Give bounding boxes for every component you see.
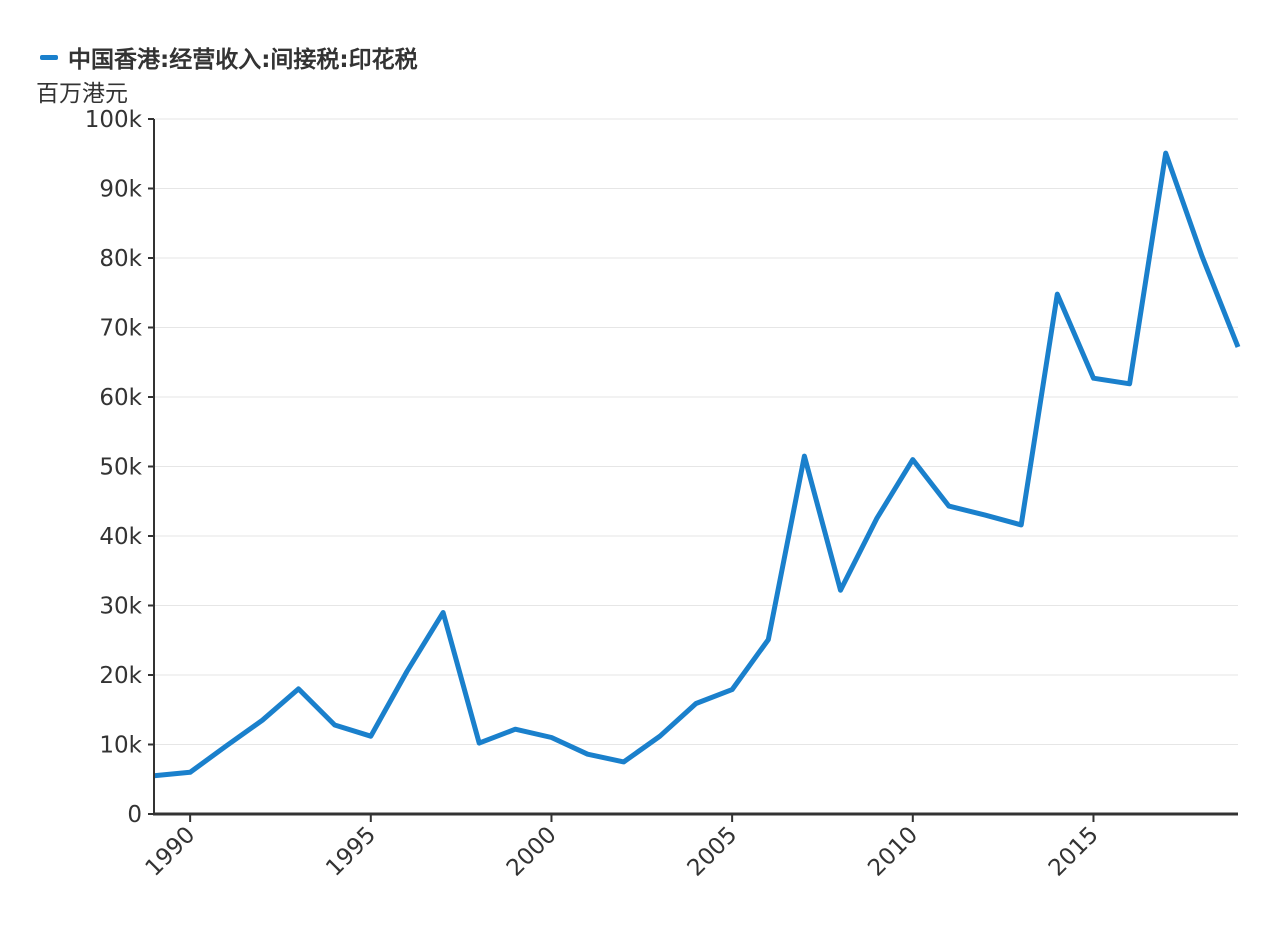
data-point[interactable] xyxy=(513,727,518,732)
y-tick-label: 40k xyxy=(99,524,142,550)
legend-label: 中国香港:经营收入:间接税:印花税 xyxy=(68,47,418,73)
data-point[interactable] xyxy=(802,454,807,459)
grid-lines xyxy=(154,118,1238,745)
series-layer xyxy=(153,150,1241,779)
data-point[interactable] xyxy=(1091,376,1096,381)
y-tick-label: 80k xyxy=(99,246,142,272)
y-axis-unit-label: 百万港元 xyxy=(36,81,128,107)
data-point[interactable] xyxy=(874,516,879,521)
y-tick-label: 60k xyxy=(99,385,142,411)
y-tick-label: 100k xyxy=(85,107,143,133)
data-point[interactable] xyxy=(585,752,590,757)
data-point[interactable] xyxy=(477,741,482,746)
data-point[interactable] xyxy=(910,457,915,462)
data-point[interactable] xyxy=(1163,151,1168,156)
data-point[interactable] xyxy=(766,637,771,642)
data-point[interactable] xyxy=(332,723,337,728)
data-point[interactable] xyxy=(296,686,301,691)
y-tick-label: 20k xyxy=(99,663,142,689)
series-line[interactable] xyxy=(153,150,1241,779)
data-point[interactable] xyxy=(983,513,988,518)
y-tick-label: 30k xyxy=(99,594,142,620)
x-tick-label: 2015 xyxy=(1044,822,1104,882)
data-point[interactable] xyxy=(946,504,951,509)
x-tick-label: 1990 xyxy=(141,822,201,882)
y-tick-label: 10k xyxy=(99,733,142,759)
x-tick-label: 2010 xyxy=(863,822,923,882)
data-point[interactable] xyxy=(1055,292,1060,297)
x-tick-label: 2005 xyxy=(683,822,743,882)
data-point[interactable] xyxy=(441,610,446,615)
y-tick-label: 90k xyxy=(99,177,142,203)
data-point[interactable] xyxy=(657,734,662,739)
y-tick-label: 50k xyxy=(99,455,142,481)
data-point[interactable] xyxy=(730,687,735,692)
data-point[interactable] xyxy=(1199,253,1204,258)
data-point[interactable] xyxy=(1236,344,1241,349)
x-tick-label: 1995 xyxy=(321,822,381,882)
y-tick-label: 70k xyxy=(99,316,142,342)
x-tick-label: 2000 xyxy=(502,822,562,882)
data-point[interactable] xyxy=(549,735,554,740)
legend[interactable]: 中国香港:经营收入:间接税:印花税 xyxy=(40,40,418,74)
y-axis-ticks: 0 10k 20k 30k 40k 50k 60k 70k 80k 90k 100k xyxy=(85,107,154,828)
y-tick-label: 0 xyxy=(127,802,142,828)
data-point[interactable] xyxy=(260,718,265,723)
x-axis-ticks: 1990 1995 2000 2005 2010 2015 xyxy=(141,814,1104,882)
data-point[interactable] xyxy=(694,701,699,706)
data-point[interactable] xyxy=(368,734,373,739)
data-point[interactable] xyxy=(224,743,229,748)
data-point[interactable] xyxy=(188,770,193,775)
data-point[interactable] xyxy=(1019,522,1024,527)
data-point[interactable] xyxy=(404,669,409,674)
data-point[interactable] xyxy=(621,759,626,764)
data-point[interactable] xyxy=(1127,381,1132,386)
data-point[interactable] xyxy=(838,588,843,593)
legend-swatch xyxy=(40,54,58,60)
